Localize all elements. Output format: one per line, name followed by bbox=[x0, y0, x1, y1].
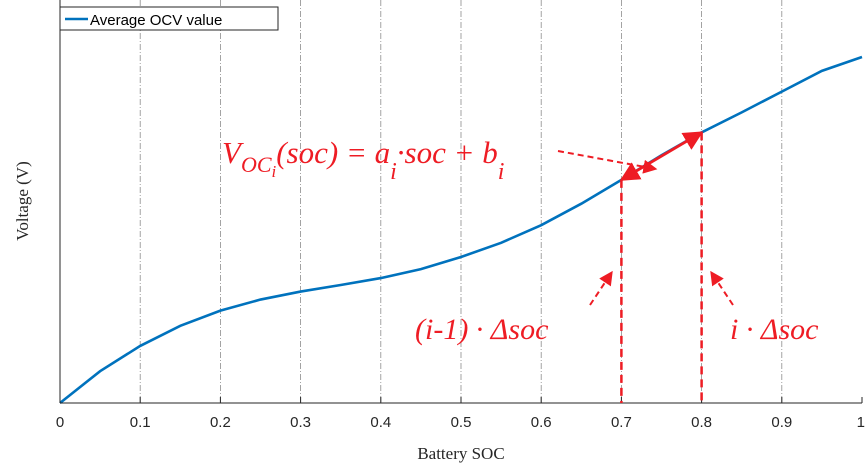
legend-label: Average OCV value bbox=[90, 12, 222, 29]
x-tick-label: 0.6 bbox=[531, 414, 552, 431]
linear-segment-arrow bbox=[619, 131, 704, 182]
x-tick-label: 1 bbox=[857, 414, 865, 431]
right-label-pointer-arrow bbox=[710, 270, 734, 306]
x-tick-label: 0.4 bbox=[370, 414, 391, 431]
left-label-pointer-arrow bbox=[589, 270, 613, 306]
equation-v-subsub: i bbox=[272, 162, 277, 181]
series-line-average-ocv bbox=[59, 55, 863, 405]
left-segment-label: (i-1) · Δsoc bbox=[415, 313, 548, 346]
x-tick-label: 0.1 bbox=[130, 414, 151, 431]
x-tick-label: 0.3 bbox=[290, 414, 311, 431]
legend-box bbox=[59, 6, 279, 31]
x-tick-label: 0.7 bbox=[611, 414, 632, 431]
equation-annotation: VOCi(soc) = ai·soc + bi bbox=[222, 135, 504, 185]
x-tick-label: 0 bbox=[56, 414, 64, 431]
equation-rest1: (soc) = a bbox=[276, 135, 390, 170]
right-segment-label: i · Δsoc bbox=[730, 313, 818, 346]
legend: Average OCV value bbox=[59, 6, 279, 31]
equation-b-sub: i bbox=[498, 159, 505, 185]
equation-v: V bbox=[222, 135, 244, 170]
x-axis-label: Battery SOC bbox=[417, 444, 504, 463]
x-tick-label: 0.9 bbox=[771, 414, 792, 431]
equation-pointer-arrow bbox=[557, 150, 658, 174]
x-tick-label: 0.8 bbox=[691, 414, 712, 431]
equation-rest2: ·soc + b bbox=[397, 135, 498, 170]
x-tick-label: 0.5 bbox=[451, 414, 472, 431]
equation-v-sub: OC bbox=[241, 152, 272, 177]
x-tick-label: 0.2 bbox=[210, 414, 231, 431]
equation-a-sub: i bbox=[390, 159, 397, 185]
y-axis-label: Voltage (V) bbox=[13, 161, 32, 240]
